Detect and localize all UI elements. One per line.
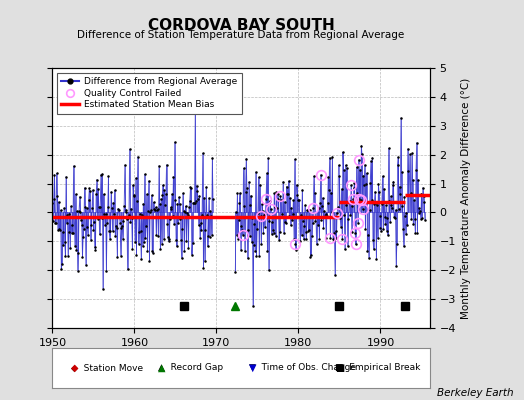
Text: ▲: ▲ (158, 363, 166, 373)
Text: ■: ■ (335, 363, 345, 373)
Text: ■  Empirical Break: ■ Empirical Break (335, 364, 421, 372)
Text: ◆  Station Move: ◆ Station Move (71, 364, 144, 372)
Text: ▼: ▼ (248, 363, 256, 373)
Text: Difference of Station Temperature Data from Regional Average: Difference of Station Temperature Data f… (78, 30, 405, 40)
Text: ▲  Record Gap: ▲ Record Gap (158, 364, 223, 372)
Text: ◆: ◆ (71, 363, 79, 373)
Text: Berkeley Earth: Berkeley Earth (437, 388, 514, 398)
Legend: Difference from Regional Average, Quality Control Failed, Estimated Station Mean: Difference from Regional Average, Qualit… (57, 72, 242, 114)
Text: CORDOVA BAY SOUTH: CORDOVA BAY SOUTH (148, 18, 334, 33)
Text: ▼  Time of Obs. Change: ▼ Time of Obs. Change (248, 364, 356, 372)
Y-axis label: Monthly Temperature Anomaly Difference (°C): Monthly Temperature Anomaly Difference (… (462, 77, 472, 319)
